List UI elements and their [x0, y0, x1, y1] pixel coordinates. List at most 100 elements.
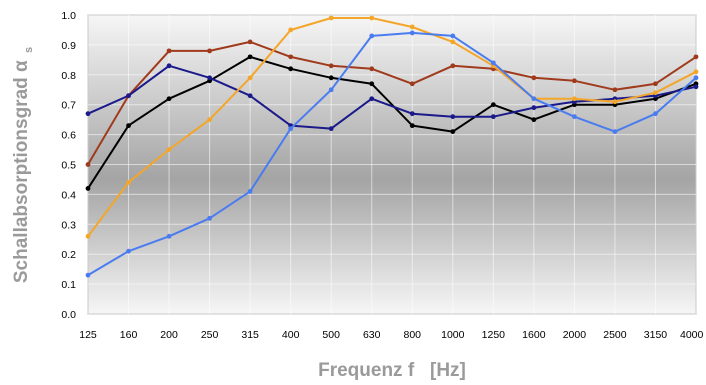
data-point	[166, 96, 172, 102]
data-point	[166, 233, 172, 239]
data-point	[369, 15, 375, 21]
data-point	[126, 123, 131, 129]
data-point	[572, 96, 577, 102]
x-tick-label: 1600	[522, 329, 546, 341]
data-point	[369, 96, 375, 102]
series-1	[85, 39, 699, 167]
data-point	[247, 189, 253, 194]
data-point	[126, 248, 131, 254]
data-point	[126, 180, 131, 185]
data-point	[207, 48, 213, 54]
data-point	[450, 129, 456, 135]
data-point	[693, 84, 699, 90]
y-axis-title-subscript: s	[23, 47, 35, 53]
y-axis-title: Schallabsorptionsgrad α s	[11, 47, 35, 283]
y-axis-title-main: Schallabsorptionsgrad α	[11, 60, 32, 283]
data-point	[653, 90, 658, 96]
data-point	[612, 87, 618, 93]
data-point	[247, 93, 253, 99]
x-tick-label: 500	[322, 329, 340, 341]
series-group	[85, 15, 699, 278]
data-point	[572, 114, 577, 120]
data-point	[450, 63, 456, 69]
data-point	[693, 54, 699, 60]
data-point	[612, 99, 618, 105]
series-line	[87, 17, 697, 237]
data-point	[247, 54, 253, 60]
x-tick-label: 1000	[441, 329, 465, 341]
data-point	[531, 117, 537, 123]
data-point	[85, 233, 91, 239]
data-point	[247, 39, 253, 45]
data-point	[693, 75, 699, 81]
x-tick-label: 125	[79, 329, 97, 341]
y-tick-label: 0.0	[61, 309, 76, 321]
data-point	[369, 66, 375, 72]
data-point	[328, 126, 334, 132]
data-point	[288, 66, 294, 72]
data-point	[653, 111, 658, 117]
y-tick-label: 0.7	[61, 100, 76, 112]
x-tick-label: 160	[120, 329, 138, 341]
data-point	[288, 126, 294, 132]
data-point	[572, 78, 577, 84]
y-tick-label: 0.3	[61, 219, 76, 231]
y-tick-label: 1.0	[61, 10, 76, 22]
data-point	[85, 186, 91, 191]
y-tick-label: 0.8	[61, 70, 76, 82]
data-point	[328, 75, 334, 81]
data-point	[207, 215, 213, 221]
x-tick-label: 2000	[563, 329, 587, 341]
data-point	[653, 81, 658, 87]
series-4	[85, 15, 699, 239]
y-tick-label: 0.6	[61, 130, 76, 142]
data-point	[288, 54, 294, 60]
y-tick-label: 0.1	[61, 279, 76, 291]
x-tick-label: 315	[241, 329, 259, 341]
data-point	[490, 60, 496, 66]
data-point	[166, 63, 172, 69]
x-axis-ticks: 125 160 200 250 315 400 500 630 800 1000 1250 1600 2…	[79, 329, 703, 341]
y-tick-label: 0.4	[61, 189, 76, 201]
x-tick-label: 800	[404, 329, 422, 341]
y-axis-ticks: 0.0 0.1 0.2 0.3 0.4 0.5 0.6 0.7 0.8 0.9 1.0	[61, 10, 76, 321]
data-point	[85, 162, 91, 167]
data-point	[490, 102, 496, 108]
y-tick-label: 0.2	[61, 249, 76, 261]
x-tick-label: 4000	[680, 329, 704, 341]
data-point	[328, 15, 334, 21]
data-point	[531, 105, 537, 111]
series-line	[87, 40, 697, 166]
data-point	[207, 75, 213, 81]
data-point	[450, 39, 456, 45]
x-tick-label: 250	[201, 329, 219, 341]
data-point	[247, 75, 253, 81]
x-tick-label: 1250	[482, 329, 506, 341]
data-point	[126, 93, 131, 99]
series-5	[85, 30, 699, 278]
data-point	[369, 33, 375, 39]
data-point	[288, 27, 294, 33]
x-tick-label: 2500	[603, 329, 627, 341]
x-tick-label: 630	[363, 329, 381, 341]
data-point	[450, 114, 456, 120]
data-point	[166, 147, 172, 152]
data-point	[328, 63, 334, 69]
data-point	[693, 69, 699, 75]
x-axis-title: Frequenz f [Hz]	[318, 360, 466, 381]
x-tick-label: 3150	[644, 329, 668, 341]
data-point	[85, 272, 91, 278]
data-point	[166, 48, 172, 54]
data-point	[531, 96, 537, 102]
data-point	[369, 81, 375, 87]
data-point	[85, 111, 91, 117]
data-point	[531, 75, 537, 81]
data-point	[612, 129, 618, 135]
data-point	[409, 24, 415, 30]
data-point	[450, 33, 456, 39]
data-point	[409, 81, 415, 87]
x-tick-label: 200	[160, 329, 178, 341]
data-point	[409, 30, 415, 36]
